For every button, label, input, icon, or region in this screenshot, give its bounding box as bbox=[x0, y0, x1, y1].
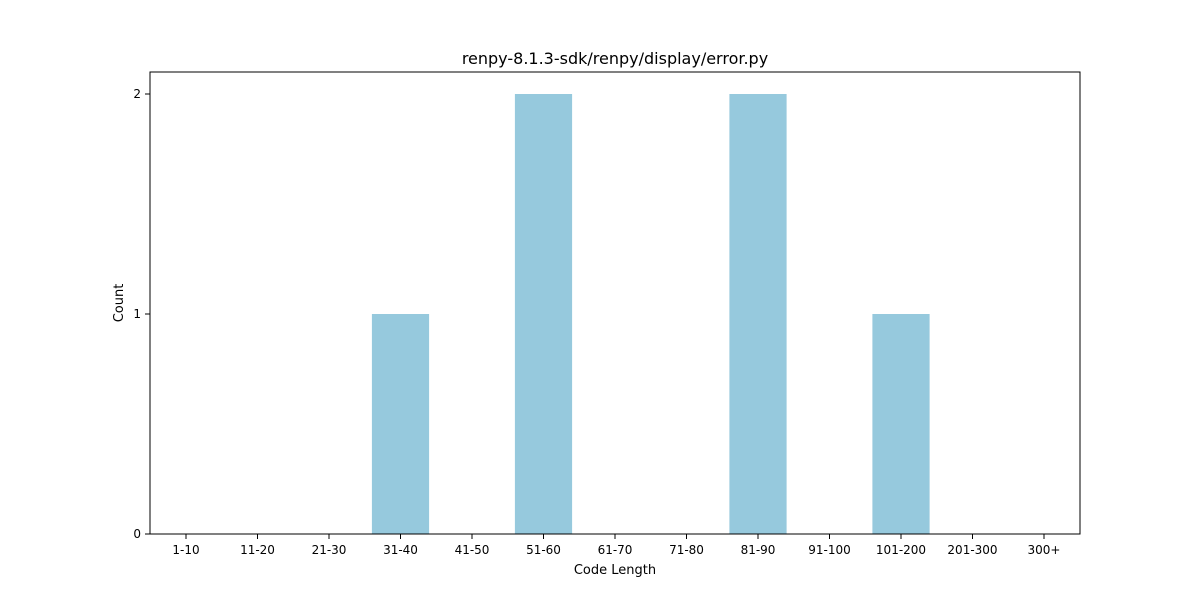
x-tick-label: 201-300 bbox=[947, 543, 997, 557]
x-axis-label: Code Length bbox=[574, 563, 656, 578]
y-tick-label: 2 bbox=[133, 87, 141, 101]
y-tick-label: 1 bbox=[133, 307, 141, 321]
y-tick-label: 0 bbox=[133, 527, 141, 541]
bar-51-60 bbox=[514, 94, 573, 534]
x-tick-label: 1-10 bbox=[172, 543, 199, 557]
chart-title: renpy-8.1.3-sdk/renpy/display/error.py bbox=[462, 49, 768, 68]
x-tick-label: 31-40 bbox=[383, 543, 418, 557]
x-tick-label: 21-30 bbox=[312, 543, 347, 557]
x-tick-label: 91-100 bbox=[808, 543, 851, 557]
x-tick-label: 41-50 bbox=[455, 543, 490, 557]
bar-101-200 bbox=[872, 314, 930, 534]
x-tick-label: 101-200 bbox=[876, 543, 926, 557]
x-tick-label: 81-90 bbox=[741, 543, 776, 557]
x-axis-ticks: 1-10 11-20 21-30 31-40 41-50 51-60 61-70 71-80 8… bbox=[172, 534, 1060, 557]
x-tick-label: 300+ bbox=[1028, 543, 1061, 557]
x-tick-label: 11-20 bbox=[240, 543, 275, 557]
plot-frame bbox=[149, 71, 1081, 535]
y-axis-ticks: 0 1 2 bbox=[133, 87, 150, 541]
x-tick-label: 61-70 bbox=[598, 543, 633, 557]
y-axis-label: Count bbox=[112, 284, 127, 323]
x-tick-label: 51-60 bbox=[526, 543, 561, 557]
bar-81-90 bbox=[729, 94, 787, 534]
bars-group bbox=[371, 94, 930, 534]
x-tick-label: 71-80 bbox=[669, 543, 704, 557]
bar-31-40 bbox=[371, 314, 430, 534]
